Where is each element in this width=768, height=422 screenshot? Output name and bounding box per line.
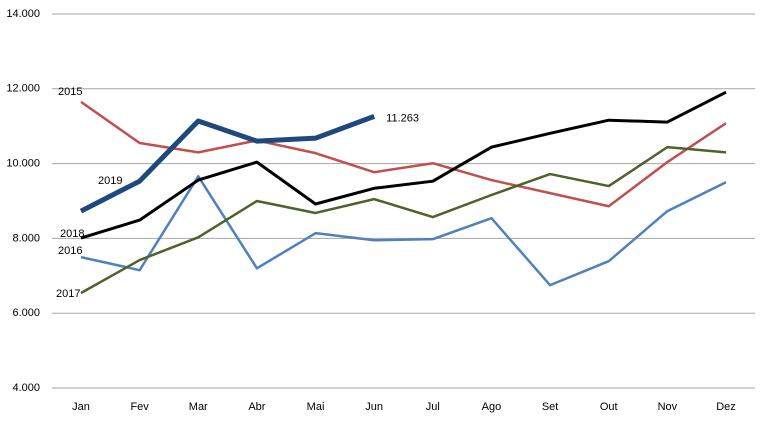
series-line (79, 114, 376, 214)
x-tick-label: Abr (248, 401, 265, 413)
x-tick-label: Fev (130, 401, 149, 413)
series-label: 2019 (98, 175, 122, 187)
series-line (80, 90, 727, 240)
series-line (80, 175, 727, 287)
y-tick-label: 10.000 (6, 158, 40, 170)
series-line (80, 100, 727, 208)
value-label: 11.263 (386, 112, 419, 124)
y-tick-label: 8.000 (12, 232, 40, 244)
x-tick-label: Mai (307, 401, 325, 413)
series-label: 2018 (60, 228, 84, 240)
series-label: 2015 (58, 86, 82, 98)
x-tick-label: Ago (482, 401, 502, 413)
x-tick-label: Out (600, 401, 618, 413)
y-tick-label: 6.000 (12, 307, 40, 319)
x-tick-label: Set (542, 401, 559, 413)
x-tick-label: Jun (365, 401, 383, 413)
series-label: 2017 (56, 288, 80, 300)
x-tick-label: Mar (189, 401, 208, 413)
x-tick-label: Jul (426, 401, 440, 413)
y-tick-label: 12.000 (6, 83, 40, 95)
series-label: 2016 (58, 245, 82, 257)
x-tick-label: Jan (72, 401, 90, 413)
series-line (80, 145, 727, 295)
x-tick-label: Dez (716, 401, 736, 413)
y-tick-label: 4.000 (12, 382, 40, 394)
y-tick-label: 14.000 (6, 8, 40, 20)
x-tick-label: Nov (658, 401, 678, 413)
